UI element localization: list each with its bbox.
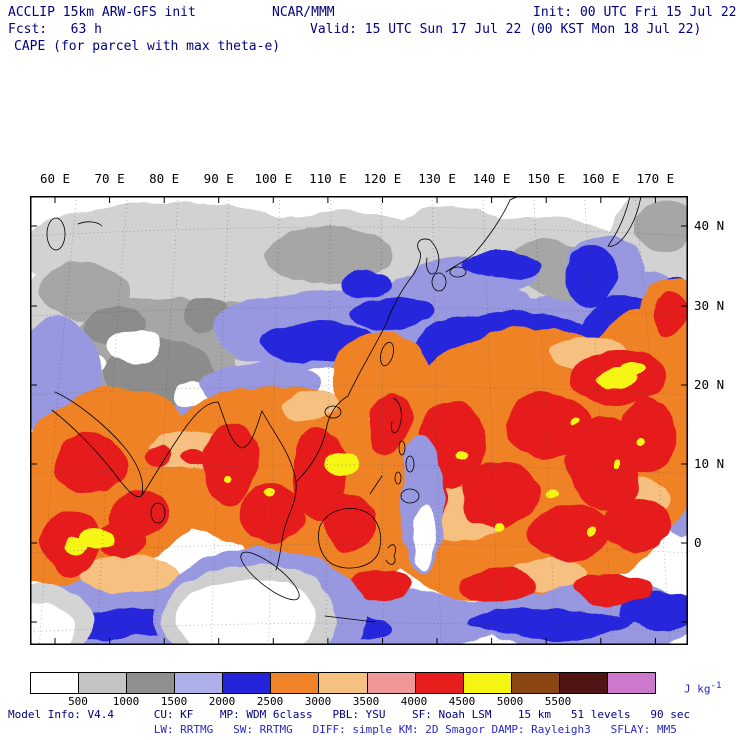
colorbar-box	[510, 673, 559, 693]
colorbar-tick-label: 2500	[256, 695, 284, 708]
colorbar-box	[222, 673, 271, 693]
axis-ticks	[30, 196, 688, 645]
lon-label: 70 E	[94, 171, 125, 186]
lon-label: 140 E	[472, 171, 511, 186]
lon-label: 80 E	[149, 171, 180, 186]
lon-label: 150 E	[527, 171, 566, 186]
lat-label: 0	[694, 535, 702, 550]
colorbar-box	[78, 673, 127, 693]
map-frame-border	[30, 196, 688, 645]
lat-label: 40 N	[694, 218, 725, 233]
lon-label: 170 E	[636, 171, 675, 186]
colorbar-tick-label: 5500	[544, 695, 572, 708]
footer-line1: Model Info: V4.4 CU: KF MP: WDM 6class P…	[8, 708, 691, 721]
colorbar-tick-label: 5000	[496, 695, 524, 708]
org-title: NCAR/MMM	[272, 5, 335, 20]
colorbar-box	[270, 673, 319, 693]
cape-field-shading	[30, 196, 688, 645]
lon-label: 110 E	[309, 171, 347, 186]
model-title: ACCLIP 15km ARW-GFS init	[8, 5, 196, 20]
colorbar-box	[606, 673, 656, 693]
colorbar-tick-label: 4000	[400, 695, 428, 708]
valid-time: Valid: 15 UTC Sun 17 Jul 22 (00 KST Mon …	[310, 22, 702, 37]
colorbar-tick-label: 1000	[112, 695, 140, 708]
low-cape-cutouts	[30, 438, 444, 645]
colorbar-box	[558, 673, 607, 693]
colorbar-tick-label: 4500	[448, 695, 476, 708]
colorbar-tick-label: 500	[68, 695, 88, 708]
colorbar-tick-label: 1500	[160, 695, 188, 708]
coastlines	[46, 196, 642, 623]
cape-map	[30, 196, 688, 645]
lon-label: 120 E	[363, 171, 402, 186]
colorbar-tick-label: 2000	[208, 695, 236, 708]
forecast-hour: Fcst: 63 h	[8, 22, 102, 37]
colorbar-box	[414, 673, 463, 693]
colorbar-box	[462, 673, 511, 693]
colorbar-box	[174, 673, 223, 693]
lat-label: 30 N	[694, 298, 725, 313]
lat-label: 10 N	[694, 456, 725, 471]
colorbar-tick-label: 3000	[304, 695, 332, 708]
colorbar-tick-label: 3500	[352, 695, 380, 708]
colorbar-box	[318, 673, 367, 693]
lon-label: 130 E	[418, 171, 456, 186]
footer-line2: LW: RRTMG SW: RRTMG DIFF: simple KM: 2D …	[8, 723, 677, 736]
field-title: CAPE (for parcel with max theta-e)	[14, 39, 281, 54]
graticule	[30, 196, 688, 645]
colorbar-box	[366, 673, 415, 693]
init-time: Init: 00 UTC Fri 15 Jul 22	[533, 5, 737, 20]
colorbar-units: J kg-1	[684, 680, 722, 696]
colorbar	[30, 672, 656, 694]
lon-label: 60 E	[39, 171, 71, 186]
lon-label: 160 E	[581, 171, 620, 186]
colorbar-box	[126, 673, 175, 693]
colorbar-box	[31, 673, 79, 693]
lat-label: 20 N	[694, 377, 725, 392]
lon-label: 100 E	[254, 171, 293, 186]
lon-label: 90 E	[203, 171, 234, 186]
